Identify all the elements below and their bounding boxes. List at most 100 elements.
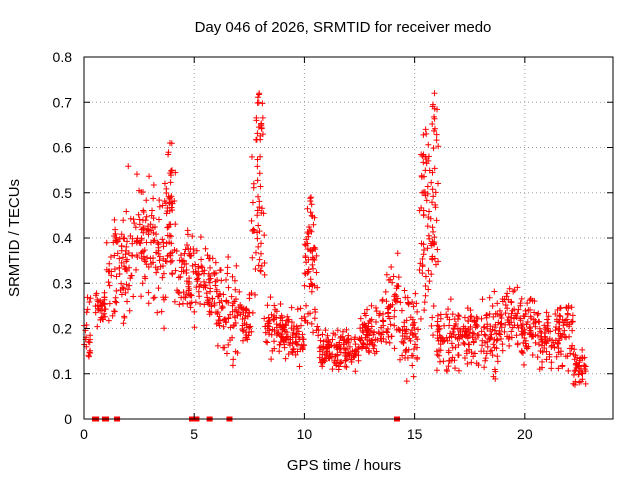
data-point (168, 167, 175, 174)
data-point (435, 143, 442, 150)
data-point (173, 247, 180, 254)
data-point (101, 310, 108, 317)
data-point (188, 292, 195, 299)
data-point (246, 295, 253, 302)
data-point (575, 362, 582, 369)
data-point (581, 363, 588, 370)
data-point (384, 329, 391, 336)
data-point (522, 340, 529, 347)
data-point (144, 254, 151, 261)
data-point (308, 320, 315, 327)
data-point (352, 341, 359, 348)
data-point (153, 231, 160, 238)
data-point (334, 352, 341, 359)
data-point (487, 335, 494, 342)
data-point (532, 339, 539, 346)
data-point (129, 252, 136, 259)
data-point (208, 303, 215, 310)
data-point (140, 208, 147, 215)
data-point (256, 256, 263, 263)
data-point (255, 222, 262, 229)
data-point (212, 259, 219, 266)
data-point (223, 319, 230, 326)
data-point (462, 328, 469, 335)
data-point (204, 294, 211, 301)
data-point (250, 226, 257, 233)
data-point (517, 315, 524, 322)
data-point (570, 380, 577, 387)
data-point (290, 326, 297, 333)
data-point (448, 357, 455, 364)
data-point (566, 333, 573, 340)
data-point (120, 217, 127, 224)
data-point (223, 276, 230, 283)
data-point (563, 334, 570, 341)
data-point (536, 366, 543, 373)
data-point (426, 278, 433, 285)
data-point (425, 267, 432, 274)
data-point (273, 308, 280, 315)
data-point (151, 237, 158, 244)
data-point (257, 268, 264, 275)
data-point (449, 354, 456, 361)
data-point (87, 295, 94, 302)
data-point (142, 258, 149, 265)
data-point (230, 356, 237, 363)
data-point (306, 223, 313, 230)
data-point (255, 262, 262, 269)
data-point (216, 322, 223, 329)
data-point (185, 291, 192, 298)
data-point (428, 179, 435, 186)
data-point (150, 238, 157, 245)
data-point (435, 337, 442, 344)
data-point (444, 314, 451, 321)
data-point (416, 266, 423, 273)
data-point (414, 354, 421, 361)
data-point (370, 331, 377, 338)
data-point (429, 314, 436, 321)
data-point (376, 312, 383, 319)
data-point (430, 127, 437, 134)
y-tick-label: 0 (64, 411, 72, 427)
data-point (231, 313, 238, 320)
data-point (394, 250, 401, 257)
data-point (308, 248, 315, 255)
data-point (310, 255, 317, 262)
data-point (576, 379, 583, 386)
data-point (372, 304, 379, 311)
data-point (281, 326, 288, 333)
y-tick-label: 0.7 (53, 94, 73, 110)
data-point (339, 333, 346, 340)
data-point (450, 325, 457, 332)
data-point (105, 317, 112, 324)
data-point (348, 336, 355, 343)
data-point (128, 272, 135, 279)
data-point (435, 352, 442, 359)
data-point (524, 318, 531, 325)
data-point (232, 286, 239, 293)
data-point (498, 314, 505, 321)
data-point (443, 366, 450, 373)
data-point (407, 314, 414, 321)
data-point (200, 278, 207, 285)
data-point (257, 183, 264, 190)
data-point (430, 332, 437, 339)
data-point (529, 333, 536, 340)
data-point (434, 328, 441, 335)
data-point (155, 244, 162, 251)
data-point (236, 288, 243, 295)
data-point (189, 233, 196, 240)
data-point (334, 346, 341, 353)
data-point (371, 350, 378, 357)
data-point (161, 180, 168, 187)
data-point (229, 273, 236, 280)
data-point (257, 250, 264, 257)
data-point (463, 347, 470, 354)
data-point (304, 240, 311, 247)
data-point (545, 319, 552, 326)
data-point (153, 269, 160, 276)
data-point (422, 126, 429, 133)
data-point (436, 358, 443, 365)
data-point (475, 332, 482, 339)
data-point (256, 198, 263, 205)
